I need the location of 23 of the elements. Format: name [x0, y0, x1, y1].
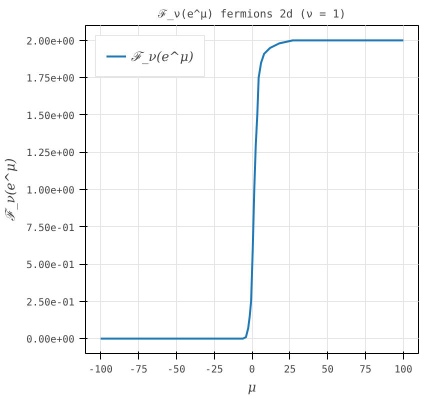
- y-tick-label: 2.00e+00: [26, 36, 75, 48]
- x-tick-label: -75: [129, 364, 148, 376]
- y-tick-label: 2.50e-01: [26, 297, 75, 308]
- x-tick-label: -25: [205, 364, 224, 376]
- chart-title: ℱ_ν(e^μ) fermions 2d (ν = 1): [157, 8, 346, 20]
- x-axis-title: μ: [248, 380, 256, 396]
- legend-label: ℱ_ν(e^μ): [131, 49, 194, 65]
- y-tick-label: 7.50e-01: [26, 222, 75, 234]
- y-tick-label: 0.00e+00: [26, 334, 75, 346]
- y-tick-label: 5.00e-01: [26, 260, 75, 272]
- x-tick-label: 75: [360, 364, 372, 376]
- x-tick-label: -50: [167, 364, 186, 376]
- y-tick-label: 1.00e+00: [26, 186, 75, 196]
- x-tick-label: 25: [284, 364, 296, 376]
- x-tick-label: -100: [88, 364, 113, 376]
- y-tick-label: 1.50e+00: [26, 110, 75, 122]
- x-tick-label: 50: [322, 364, 334, 376]
- line-series: [100, 39, 404, 340]
- y-axis-title: ℱ_ν(e^μ): [3, 158, 18, 221]
- y-tick-label: 1.25e+00: [26, 148, 75, 160]
- x-tick-label: 100: [394, 364, 412, 376]
- y-tick-label: 1.75e+00: [26, 74, 75, 85]
- x-tick-label: 0: [248, 364, 256, 376]
